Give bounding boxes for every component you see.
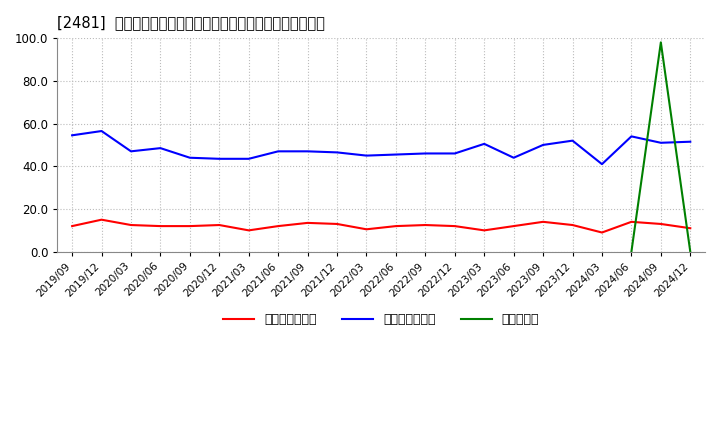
在庫回転率 [686, 249, 695, 254]
買入債務回転率 [215, 156, 224, 161]
売上債権回転率 [627, 219, 636, 224]
売上債権回転率 [568, 222, 577, 227]
Line: 売上債権回転率: 売上債権回転率 [72, 220, 690, 232]
買入債務回転率 [568, 138, 577, 143]
Line: 在庫回転率: 在庫回転率 [631, 42, 690, 252]
売上債権回転率 [333, 221, 341, 227]
買入債務回転率 [686, 139, 695, 144]
買入債務回転率 [627, 134, 636, 139]
売上債権回転率 [186, 224, 194, 229]
売上債権回転率 [598, 230, 606, 235]
買入債務回転率 [303, 149, 312, 154]
買入債務回転率 [421, 151, 430, 156]
売上債権回転率 [97, 217, 106, 222]
売上債権回転率 [244, 228, 253, 233]
売上債権回転率 [451, 224, 459, 229]
売上債権回転率 [127, 222, 135, 227]
買入債務回転率 [451, 151, 459, 156]
買入債務回転率 [97, 128, 106, 134]
売上債権回転率 [421, 222, 430, 227]
売上債権回転率 [156, 224, 165, 229]
Line: 買入債務回転率: 買入債務回転率 [72, 131, 690, 164]
買入債務回転率 [127, 149, 135, 154]
売上債権回転率 [274, 224, 282, 229]
売上債権回転率 [480, 228, 489, 233]
買入債務回転率 [186, 155, 194, 160]
Legend: 売上債権回転率, 買入債務回転率, 在庫回転率: 売上債権回転率, 買入債務回転率, 在庫回転率 [218, 308, 544, 331]
買入債務回転率 [274, 149, 282, 154]
買入債務回転率 [333, 150, 341, 155]
売上債権回転率 [686, 226, 695, 231]
売上債権回転率 [509, 224, 518, 229]
売上債権回転率 [362, 227, 371, 232]
買入債務回転率 [509, 155, 518, 160]
売上債権回転率 [303, 220, 312, 226]
買入債務回転率 [657, 140, 665, 146]
買入債務回転率 [68, 133, 76, 138]
買入債務回転率 [392, 152, 400, 157]
買入債務回転率 [362, 153, 371, 158]
在庫回転率 [627, 249, 636, 254]
買入債務回転率 [244, 156, 253, 161]
買入債務回転率 [598, 161, 606, 167]
在庫回転率 [657, 40, 665, 45]
買入債務回転率 [480, 141, 489, 147]
売上債権回転率 [539, 219, 547, 224]
売上債権回転率 [392, 224, 400, 229]
売上債権回転率 [68, 224, 76, 229]
売上債権回転率 [657, 221, 665, 227]
買入債務回転率 [539, 142, 547, 147]
売上債権回転率 [215, 222, 224, 227]
Text: [2481]  売上債権回転率、買入債務回転率、在庫回転率の推移: [2481] 売上債権回転率、買入債務回転率、在庫回転率の推移 [58, 15, 325, 30]
買入債務回転率 [156, 146, 165, 151]
